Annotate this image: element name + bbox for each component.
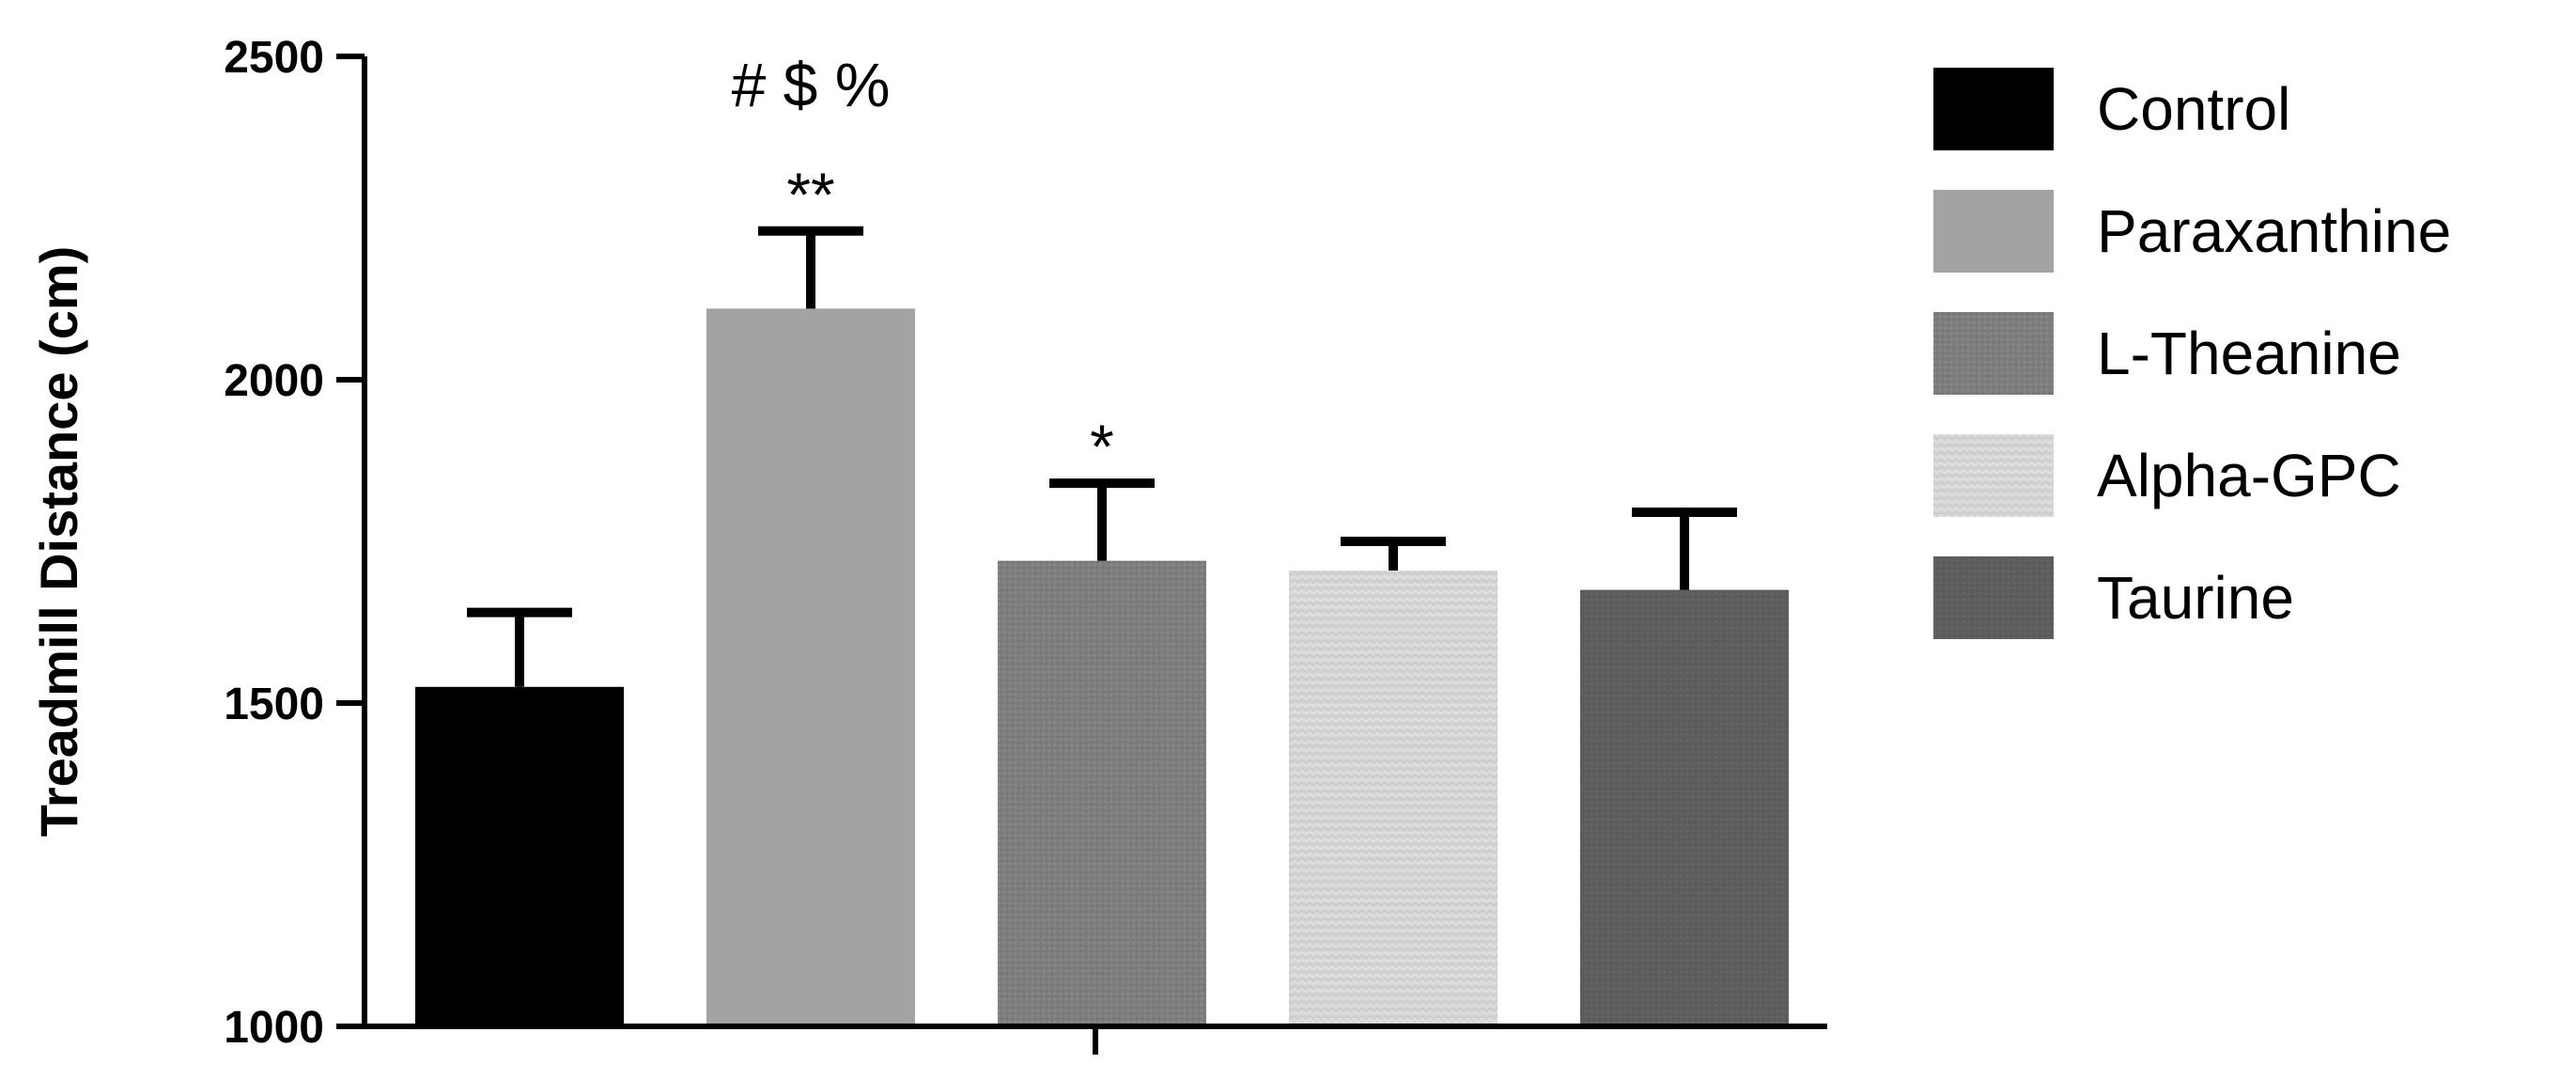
significance-annotation: * <box>1090 412 1114 481</box>
significance-annotation: ** <box>786 160 834 229</box>
bar-l-theanine <box>998 560 1206 1026</box>
bar-taurine <box>1580 589 1789 1026</box>
x-axis <box>362 1024 1827 1055</box>
y-tick-label: 2000 <box>224 356 324 406</box>
bars-layer <box>415 308 1789 1026</box>
error-bars-layer <box>467 226 1737 687</box>
legend-swatch-l-theanine <box>1933 312 2054 395</box>
legend-label-paraxanthine: Paraxanthine <box>2097 197 2451 265</box>
y-axis: 1000 1500 2000 2500 <box>224 33 367 1053</box>
legend-swatch-control <box>1933 68 2054 150</box>
y-tick-label: 1500 <box>224 680 324 729</box>
legend-label-control: Control <box>2097 75 2290 143</box>
legend-label-taurine: Taurine <box>2097 564 2294 632</box>
y-tick-label: 1000 <box>224 1003 324 1053</box>
legend-swatch-paraxanthine <box>1933 190 2054 273</box>
annotations-layer: ** # $ % * <box>732 50 1114 481</box>
bar-paraxanthine <box>706 308 915 1026</box>
bar-control <box>415 686 624 1026</box>
legend-swatch-taurine <box>1933 556 2054 639</box>
y-tick-label: 2500 <box>224 33 324 83</box>
y-ticks-layer: 1000 1500 2000 2500 <box>224 33 365 1053</box>
legend-swatch-alpha-gpc <box>1933 434 2054 517</box>
significance-annotation: # $ % <box>732 50 891 119</box>
legend-label-l-theanine: L-Theanine <box>2097 320 2401 387</box>
bar-alpha-gpc <box>1289 570 1497 1026</box>
legend: Control Paraxanthine L-Theanine Alpha-GPC Ta… <box>1933 68 2451 639</box>
y-axis-title: Treadmill Distance (cm) <box>29 246 88 837</box>
legend-label-alpha-gpc: Alpha-GPC <box>2097 442 2401 509</box>
